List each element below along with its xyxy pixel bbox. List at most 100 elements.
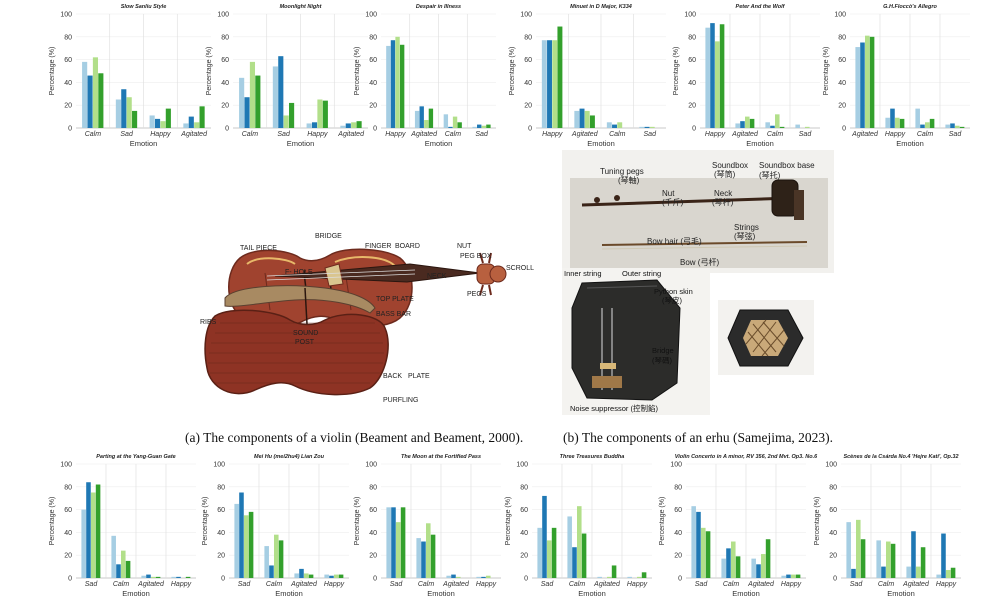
bar: [95, 484, 101, 578]
bar: [154, 118, 161, 128]
violin-label-finger: FINGER: [365, 243, 391, 250]
y-tick-label: 0: [524, 576, 528, 583]
y-tick-label: 100: [217, 12, 229, 19]
bar: [126, 97, 132, 128]
y-axis-label: Percentage (%): [823, 47, 830, 96]
y-tick-label: 40: [829, 530, 837, 537]
bar: [584, 110, 590, 128]
bar: [269, 565, 274, 578]
chart-title: Peter And the Wolf: [736, 4, 786, 10]
x-tick-label: Sad: [85, 581, 99, 588]
y-tick-label: 80: [674, 484, 682, 491]
y-tick-label: 0: [68, 576, 72, 583]
bar: [805, 126, 810, 128]
x-tick-label: Sad: [850, 581, 864, 588]
bar: [448, 126, 453, 128]
x-tick-label: Calm: [242, 131, 259, 138]
x-tick-label: Calm: [445, 131, 462, 138]
x-tick-label: Sad: [695, 581, 709, 588]
x-axis-label: Emotion: [122, 589, 150, 598]
violin-drawing: [204, 248, 507, 396]
bar: [264, 546, 269, 578]
bar: [537, 527, 542, 578]
bar: [791, 574, 796, 578]
bar: [171, 576, 176, 578]
chart-violin-concerto-rv356: Violin Concerto in A minor, RV 356, 2nd …: [659, 454, 818, 598]
bar: [151, 576, 156, 578]
chart-moonlight-night: Moonlight Night 0 20 40 60 80 100 Percentage (%…: [206, 4, 368, 148]
bar: [705, 531, 711, 578]
y-tick-label: 40: [674, 530, 682, 537]
bar: [486, 124, 491, 128]
violin-label-f-hole: F- HOLE: [285, 269, 313, 276]
x-tick-label: Sad: [475, 131, 489, 138]
bar: [865, 35, 870, 128]
x-tick-label: Calm: [113, 581, 130, 588]
erhu-label-soundbox-base: Soundbox base: [759, 161, 815, 170]
chart-floccos-allegro: G.H.Floccò's Allegro 0 20 40 60 80 100 Percenta…: [823, 4, 970, 148]
bar: [141, 575, 146, 578]
y-tick-label: 0: [833, 576, 837, 583]
bar: [91, 492, 96, 578]
bar: [199, 106, 205, 128]
x-tick-label: Calm: [767, 131, 784, 138]
bar: [779, 126, 785, 128]
y-tick-label: 0: [68, 126, 72, 133]
bar: [456, 576, 461, 578]
bar: [419, 106, 424, 128]
y-tick-label: 20: [64, 103, 72, 110]
violin-label-scroll: SCROLL: [506, 265, 534, 272]
y-axis-label: Percentage (%): [49, 47, 56, 96]
bar: [567, 516, 572, 578]
chart-title: Despair in Illness: [416, 4, 461, 10]
bar: [611, 565, 617, 578]
bar: [472, 126, 477, 128]
y-tick-label: 100: [213, 462, 225, 469]
x-tick-label: Agitated: [180, 131, 208, 138]
bar: [451, 574, 456, 578]
x-tick-label: Happy: [307, 131, 328, 138]
chart-title: Mei Hu (mei2hu4) Lian Zou: [254, 454, 325, 460]
bar: [244, 515, 249, 578]
x-axis-label: Emotion: [427, 589, 455, 598]
bar: [345, 123, 351, 128]
bar: [644, 126, 650, 128]
violin-label-neck: NECK: [427, 273, 447, 280]
y-tick-label: 80: [838, 34, 846, 41]
bar: [308, 574, 314, 578]
bar: [239, 492, 244, 578]
y-tick-label: 0: [221, 576, 225, 583]
erhu-label-nut: Nut: [662, 189, 675, 198]
chart-title: Scènes de la Csárda No.4 'Hejre Kati', O…: [843, 454, 958, 460]
y-tick-label: 20: [369, 103, 377, 110]
y-tick-label: 40: [217, 530, 225, 537]
bar: [950, 123, 955, 128]
violin-diagram: TAIL PIECE BRIDGE FINGER BOARD NUT PEG B…: [200, 233, 534, 404]
bar: [149, 115, 155, 128]
chart-despair-in-illness: Despair in Illness 0 20 40 60 80 100 Percentage…: [354, 4, 496, 148]
chart-title: G.H.Floccò's Allegro: [883, 4, 937, 10]
bar: [98, 73, 104, 128]
bar: [306, 123, 312, 128]
y-tick-label: 80: [524, 34, 532, 41]
y-tick-label: 60: [64, 507, 72, 514]
bar: [317, 99, 323, 128]
y-tick-label: 100: [670, 462, 682, 469]
x-tick-label: Agitated: [137, 581, 165, 588]
bar: [920, 547, 926, 578]
y-axis-label: Percentage (%): [659, 497, 666, 546]
x-tick-label: Happy: [324, 581, 345, 588]
y-tick-label: 60: [838, 57, 846, 64]
y-tick-label: 80: [217, 484, 225, 491]
bar: [547, 540, 552, 578]
y-tick-label: 20: [688, 103, 696, 110]
bar: [481, 125, 486, 128]
bar: [311, 122, 318, 128]
x-tick-label: Sad: [541, 581, 555, 588]
x-tick-label: Agitated: [902, 581, 930, 588]
bar: [856, 519, 861, 578]
x-tick-label: Agitated: [410, 131, 438, 138]
y-axis-label: Percentage (%): [354, 497, 361, 546]
x-tick-label: Calm: [266, 581, 283, 588]
y-axis-label: Percentage (%): [49, 497, 56, 546]
